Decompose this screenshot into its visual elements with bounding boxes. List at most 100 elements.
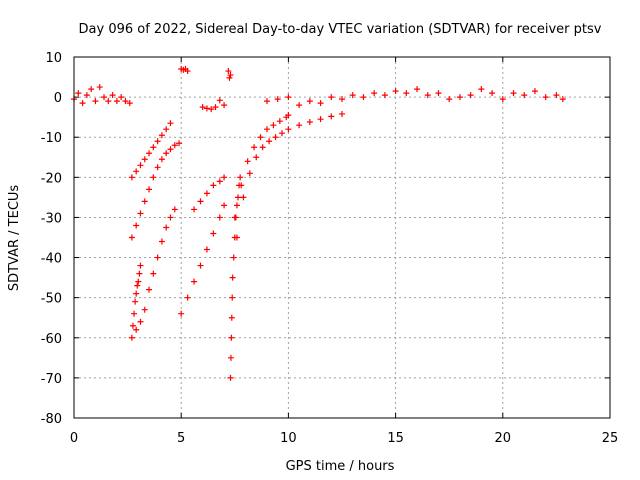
data-point <box>237 174 244 181</box>
data-point <box>128 174 135 181</box>
plot-frame <box>73 56 611 419</box>
data-point <box>163 126 170 133</box>
data-point <box>92 98 99 105</box>
data-point <box>231 214 238 221</box>
data-point <box>216 97 223 104</box>
data-point <box>101 94 108 101</box>
data-point <box>228 334 235 341</box>
data-point <box>133 168 140 175</box>
data-point <box>171 206 178 213</box>
data-point <box>240 194 247 201</box>
data-point <box>210 230 217 237</box>
y-tick-label: 10 <box>45 51 62 66</box>
series-recovery-2 <box>233 110 345 241</box>
data-point <box>285 94 292 101</box>
data-point <box>349 92 356 99</box>
data-point <box>328 94 335 101</box>
data-point <box>253 154 260 161</box>
data-point <box>191 278 198 285</box>
data-point <box>146 186 153 193</box>
data-point <box>221 174 228 181</box>
data-point <box>270 122 277 129</box>
data-point <box>135 278 142 285</box>
x-tick-label: 0 <box>70 431 78 446</box>
data-point <box>133 326 140 333</box>
data-point <box>225 68 232 75</box>
data-point <box>137 162 144 169</box>
data-point <box>184 294 191 301</box>
data-point <box>131 310 138 317</box>
y-tick-label: 0 <box>54 91 62 106</box>
data-point <box>285 126 292 133</box>
data-point <box>75 90 82 97</box>
data-point <box>191 206 198 213</box>
data-point <box>339 110 345 117</box>
data-point <box>128 234 135 241</box>
data-point <box>171 142 178 149</box>
series-cluster-5h <box>178 66 191 75</box>
data-point <box>199 104 206 111</box>
data-point <box>339 96 345 103</box>
data-point <box>230 254 237 261</box>
data-point <box>154 164 161 171</box>
data-point <box>178 310 185 317</box>
data-point <box>184 68 191 75</box>
data-point <box>226 74 233 81</box>
y-tick-labels: 10 0 -10 -20 -30 -40 -50 -60 -70 -80 <box>41 51 62 427</box>
data-point <box>167 146 174 153</box>
series-steep-drop <box>227 174 244 381</box>
data-point <box>137 210 144 217</box>
data-point <box>137 262 144 269</box>
data-point <box>510 90 517 97</box>
data-point <box>141 156 148 163</box>
data-point <box>276 118 283 125</box>
data-point <box>88 86 95 93</box>
grid-lines <box>74 57 610 418</box>
series-baseline-late <box>263 86 566 109</box>
data-point <box>317 100 324 107</box>
data-point <box>133 222 140 229</box>
data-point <box>122 98 129 105</box>
data-point <box>244 158 251 165</box>
x-tick-label: 25 <box>602 431 619 446</box>
y-axis-label: SDTVAR / TECUs <box>7 185 22 292</box>
data-point <box>233 234 240 241</box>
x-tick-labels: 0 5 10 15 20 25 <box>70 431 618 446</box>
data-point <box>163 224 170 231</box>
y-tick-label: -70 <box>41 372 62 387</box>
y-tick-label: -50 <box>41 292 62 307</box>
data-point <box>259 144 266 151</box>
y-tick-label: -10 <box>41 131 62 146</box>
x-tick-label: 15 <box>387 431 404 446</box>
data-point <box>118 94 125 101</box>
series-arc-6 <box>191 174 228 213</box>
data-point <box>105 98 112 105</box>
data-point <box>263 126 270 133</box>
data-point <box>83 92 90 99</box>
data-point <box>163 150 170 157</box>
data-point <box>167 120 174 127</box>
data-point <box>227 374 234 381</box>
data-point <box>128 334 135 341</box>
data-point <box>499 96 506 103</box>
data-point <box>553 92 560 99</box>
data-point <box>133 290 140 297</box>
data-point <box>150 270 157 277</box>
data-point <box>137 318 144 325</box>
chart-title: Day 096 of 2022, Sidereal Day-to-day VTE… <box>79 22 602 37</box>
series-arc-4 <box>133 206 178 333</box>
data-point <box>257 134 264 141</box>
data-point <box>424 92 431 99</box>
data-point <box>141 306 148 313</box>
data-point <box>296 102 303 109</box>
data-point <box>146 150 153 157</box>
data-point <box>158 238 165 245</box>
data-point <box>203 246 210 253</box>
data-point <box>371 90 378 97</box>
x-axis-label: GPS time / hours <box>286 459 395 474</box>
data-point <box>266 138 273 145</box>
data-point <box>238 182 245 189</box>
data-point <box>154 138 161 145</box>
data-point <box>203 190 210 197</box>
series-arc-1 <box>128 120 174 181</box>
